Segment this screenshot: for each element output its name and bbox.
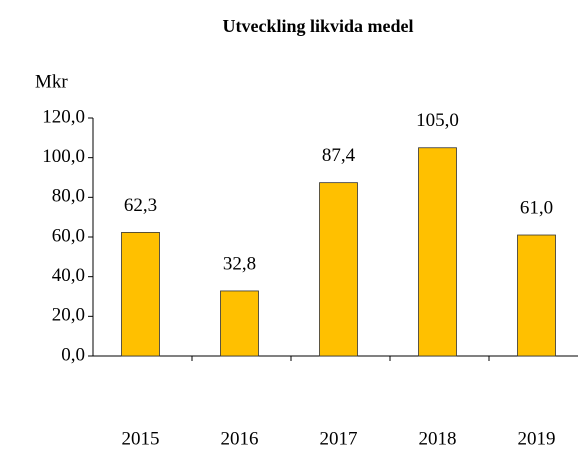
- bar: [517, 234, 556, 357]
- y-tick-label: 20,0: [52, 305, 85, 326]
- x-tick-label: 2015: [122, 428, 160, 449]
- y-tick-label: 80,0: [52, 186, 85, 207]
- y-tick-label: 60,0: [52, 225, 85, 246]
- y-axis-label: Mkr: [35, 71, 68, 92]
- bar: [319, 182, 358, 357]
- y-tick-label: 0,0: [61, 344, 85, 365]
- y-tick-label: 120,0: [42, 106, 85, 127]
- data-label: 62,3: [124, 195, 157, 216]
- x-tick-label: 2016: [221, 428, 259, 449]
- y-tick-label: 40,0: [52, 265, 85, 286]
- chart-title: Utveckling likvida medel: [222, 16, 413, 36]
- data-label: 61,0: [520, 197, 553, 218]
- bar: [418, 147, 457, 357]
- bar: [220, 290, 259, 357]
- x-tick-label: 2019: [518, 428, 556, 449]
- bar: [121, 232, 160, 357]
- data-label: 32,8: [223, 253, 256, 274]
- data-label: 87,4: [322, 145, 356, 166]
- x-tick-label: 2017: [320, 428, 358, 449]
- y-tick-label: 100,0: [42, 146, 85, 167]
- x-tick-label: 2018: [419, 428, 457, 449]
- data-label: 105,0: [416, 110, 459, 131]
